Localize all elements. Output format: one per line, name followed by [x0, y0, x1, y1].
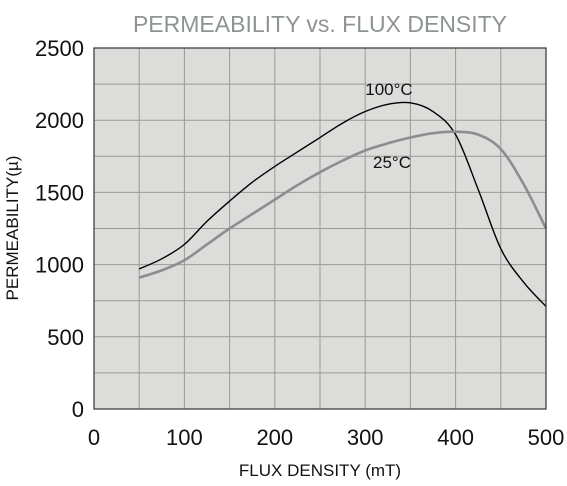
x-tick-label: 300: [347, 425, 384, 450]
y-tick-label: 0: [72, 397, 84, 422]
series-lines: [138, 101, 548, 307]
y-axis-label: PERMEABILITY(µ): [3, 156, 22, 301]
y-tick-labels: 0 500 1000 1500 2000 2500: [35, 36, 84, 422]
x-tick-label: 200: [256, 425, 293, 450]
y-tick-label: 1000: [35, 253, 84, 278]
series-label-100c: 100°C: [365, 80, 412, 99]
grid-lines: [94, 48, 546, 409]
x-tick-label: 500: [528, 425, 565, 450]
x-tick-label: 100: [166, 425, 203, 450]
x-tick-labels: 0 100 200 300 400 500: [88, 425, 564, 450]
x-axis-label: FLUX DENSITY (mT): [239, 461, 401, 480]
plot-frame: [93, 47, 547, 410]
y-tick-label: 2000: [35, 108, 84, 133]
y-tick-label: 500: [47, 325, 84, 350]
chart-title: PERMEABILITY vs. FLUX DENSITY: [133, 11, 507, 37]
series-label-25c: 25°C: [373, 153, 411, 172]
y-tick-label: 1500: [35, 180, 84, 205]
x-tick-label: 400: [437, 425, 474, 450]
y-tick-label: 2500: [35, 36, 84, 61]
series-line-100c: [138, 101, 547, 307]
series-line-25c: [138, 130, 548, 279]
x-tick-label: 0: [88, 425, 100, 450]
